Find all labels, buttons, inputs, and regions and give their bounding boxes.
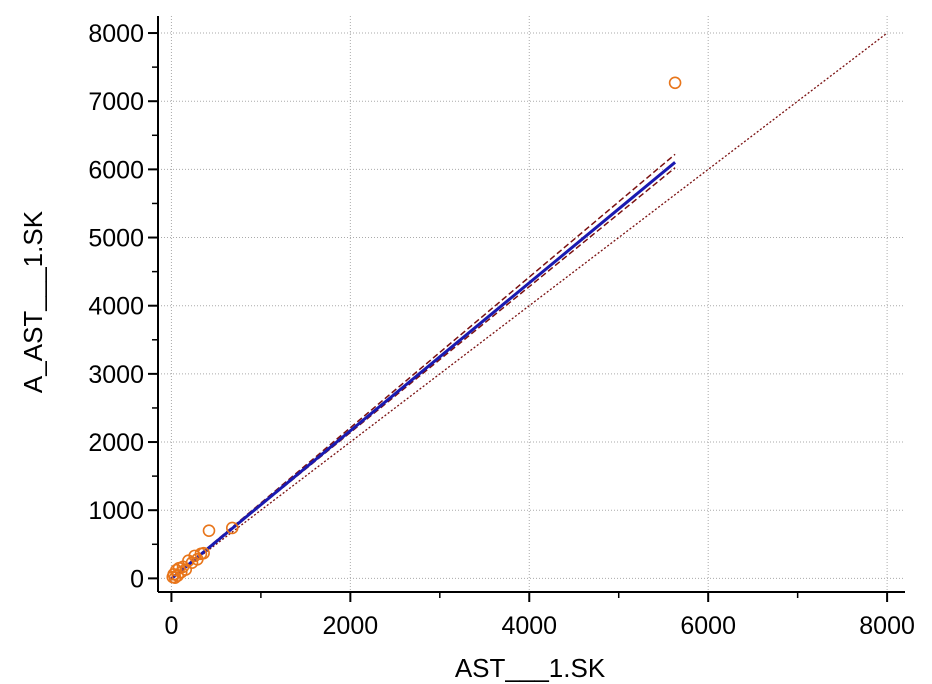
y-tick-label: 2000 (88, 429, 144, 457)
y-tick-label: 7000 (88, 88, 144, 116)
y-tick-label: 3000 (88, 361, 144, 389)
y-tick-label: 1000 (88, 497, 144, 525)
x-axis-label: AST___1.SK (455, 653, 606, 683)
data-point (197, 546, 210, 560)
data-point (179, 563, 193, 576)
tick-labels: 0 2000 4000 6000 8000 0 1000 2000 3000 4000 5000 60… (88, 20, 915, 640)
y-tick-label: 4000 (88, 293, 144, 321)
y-tick-label: 0 (130, 565, 144, 593)
axes (148, 16, 905, 602)
data-point (202, 524, 216, 537)
x-tick-label: 6000 (680, 612, 736, 640)
x-tick-label: 2000 (323, 612, 379, 640)
y-tick-label: 6000 (88, 156, 144, 184)
identity-line (171, 32, 888, 579)
x-tick-label: 0 (164, 612, 178, 640)
grid (158, 16, 905, 592)
fit-lines (170, 32, 888, 580)
data-point (171, 569, 184, 582)
y-axis-label: A_AST___1.SK (18, 210, 48, 393)
data-point (225, 521, 239, 535)
regression-line (170, 161, 677, 580)
y-tick-label: 8000 (88, 20, 144, 48)
x-tick-label: 8000 (859, 612, 915, 640)
data-point (188, 549, 201, 563)
x-tick-label: 4000 (501, 612, 557, 640)
data-point (668, 76, 682, 90)
y-tick-label: 5000 (88, 225, 144, 253)
scatter-points (166, 76, 682, 584)
